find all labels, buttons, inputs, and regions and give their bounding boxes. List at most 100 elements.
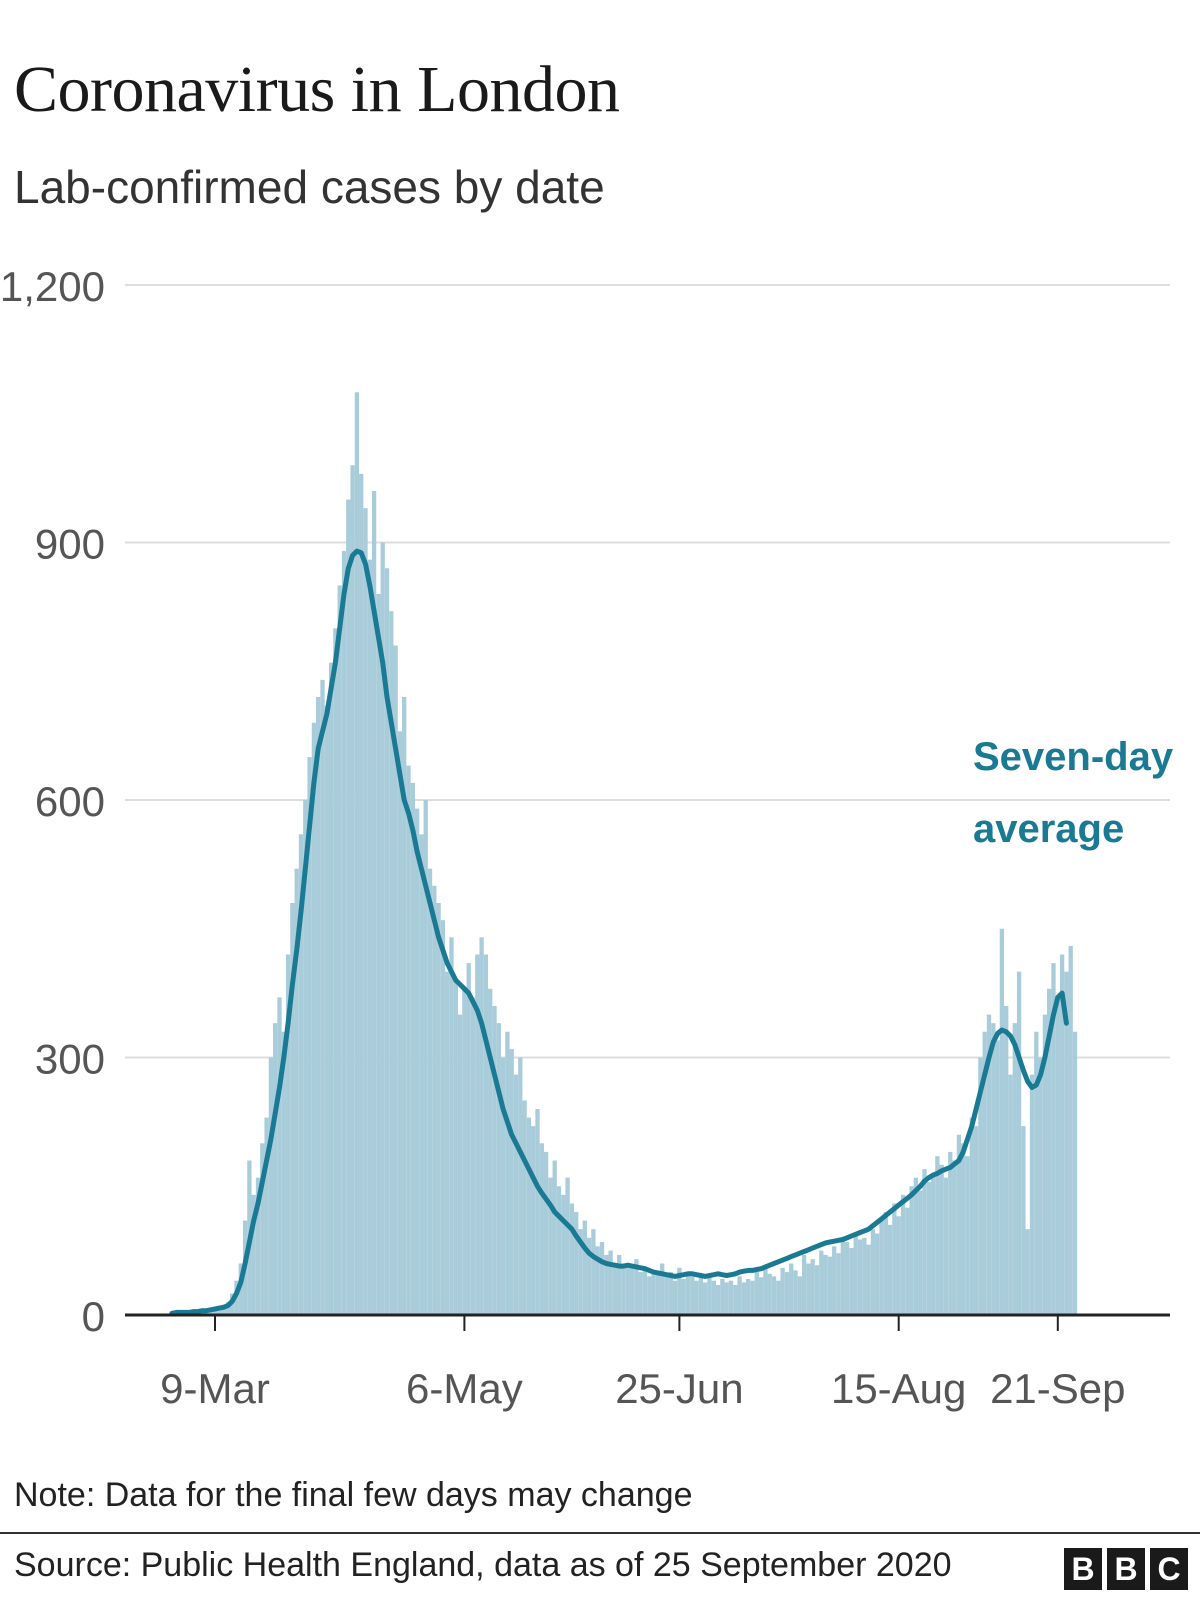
- daily-cases-bar: [1012, 1023, 1017, 1315]
- series-annotation: average: [973, 807, 1124, 851]
- daily-cases-bar: [509, 1048, 514, 1315]
- daily-cases-bar: [1051, 963, 1056, 1315]
- daily-cases-bar: [935, 1156, 940, 1315]
- daily-cases-bar: [625, 1263, 630, 1315]
- daily-cases-bar: [492, 1006, 497, 1315]
- daily-cases-bar: [1064, 971, 1069, 1315]
- daily-cases-bar: [724, 1282, 729, 1315]
- daily-cases-bar: [251, 1194, 256, 1315]
- source-credit: Source: Public Health England, data as o…: [14, 1546, 952, 1584]
- daily-cases-bar: [561, 1194, 566, 1315]
- daily-cases-bar: [320, 679, 325, 1315]
- daily-cases-bar: [483, 954, 489, 1315]
- daily-cases-bar: [763, 1267, 768, 1315]
- daily-cases-bar: [599, 1242, 605, 1315]
- daily-cases-bar: [1004, 1006, 1009, 1315]
- daily-cases-bar: [948, 1151, 953, 1315]
- daily-cases-bar: [440, 920, 446, 1315]
- daily-cases-bar: [1016, 971, 1022, 1315]
- daily-cases-bar: [574, 1212, 579, 1315]
- daily-cases-bar: [801, 1254, 807, 1315]
- daily-cases-bar: [668, 1272, 673, 1315]
- daily-cases-bar: [470, 997, 476, 1315]
- logo-letter: C: [1150, 1548, 1188, 1590]
- daily-cases-bar: [569, 1203, 575, 1315]
- daily-cases-bar: [995, 1040, 1000, 1315]
- daily-cases-bar: [982, 1031, 987, 1315]
- daily-cases-bar: [260, 1143, 265, 1315]
- daily-cases-bar: [681, 1278, 686, 1315]
- daily-cases-bar: [844, 1242, 850, 1315]
- daily-cases-bar: [414, 808, 420, 1315]
- daily-cases-bar: [303, 800, 308, 1315]
- daily-cases-bar: [909, 1186, 914, 1315]
- daily-cases-bar: [518, 1057, 523, 1315]
- daily-cases-bar: [655, 1273, 661, 1315]
- daily-cases-bar: [384, 568, 390, 1315]
- daily-cases-bar: [857, 1239, 863, 1315]
- daily-cases-bar: [488, 988, 493, 1315]
- daily-cases-bar: [505, 1031, 510, 1315]
- daily-cases-bar: [427, 868, 433, 1315]
- daily-cases-bar: [651, 1272, 656, 1315]
- daily-cases-bar: [608, 1250, 613, 1315]
- x-tick-label: 25-Jun: [615, 1365, 743, 1412]
- daily-cases-bar: [991, 1023, 996, 1315]
- daily-cases-bar: [436, 903, 441, 1315]
- daily-cases-bar: [1068, 945, 1073, 1315]
- daily-cases-bar: [432, 885, 437, 1315]
- daily-cases-bar: [780, 1267, 785, 1315]
- daily-cases-bar: [715, 1284, 721, 1315]
- daily-cases-bar: [647, 1276, 652, 1315]
- daily-cases-bar: [479, 937, 484, 1315]
- daily-cases-bar: [819, 1250, 824, 1315]
- daily-cases-bar: [466, 963, 471, 1315]
- daily-cases-bar: [883, 1212, 888, 1315]
- daily-cases-bar: [371, 491, 377, 1315]
- daily-cases-bar: [776, 1280, 781, 1315]
- daily-cases-bar: [784, 1272, 790, 1315]
- daily-cases-bar: [1042, 1014, 1048, 1315]
- daily-cases-bar: [806, 1263, 811, 1315]
- daily-cases-bar: [316, 697, 321, 1315]
- daily-cases-bar: [496, 1023, 501, 1315]
- daily-cases-bar: [324, 705, 329, 1315]
- daily-cases-bar: [750, 1280, 755, 1315]
- daily-cases-bar: [595, 1246, 600, 1315]
- daily-cases-bar: [341, 551, 347, 1315]
- daily-cases-bar: [333, 628, 338, 1315]
- daily-cases-bar: [578, 1229, 583, 1315]
- x-tick-label: 6-May: [406, 1365, 523, 1412]
- daily-cases-bar: [961, 1143, 966, 1315]
- daily-cases-bar: [255, 1177, 261, 1315]
- daily-cases-bar: [703, 1282, 708, 1315]
- daily-cases-bar: [281, 1031, 286, 1315]
- daily-cases-bar: [363, 508, 368, 1316]
- daily-cases-bar: [737, 1276, 742, 1315]
- daily-cases-bar: [849, 1248, 854, 1315]
- daily-cases-bar: [307, 757, 312, 1315]
- daily-cases-bar: [359, 473, 364, 1315]
- bbc-logo: B B C: [1064, 1548, 1188, 1590]
- daily-cases-bar: [290, 903, 295, 1315]
- daily-cases-bar: [629, 1267, 635, 1315]
- daily-cases-bar: [823, 1254, 828, 1315]
- daily-cases-bar: [617, 1254, 622, 1315]
- daily-cases-bar: [212, 1308, 218, 1315]
- x-tick-label: 15-Aug: [831, 1365, 966, 1412]
- daily-cases-bar: [896, 1216, 901, 1315]
- y-tick-label: 600: [35, 778, 105, 825]
- seven-day-average-line: [169, 548, 1069, 1316]
- y-tick-label: 1,200: [0, 263, 105, 310]
- daily-cases-bar: [986, 1014, 992, 1315]
- daily-cases-bar: [913, 1177, 919, 1315]
- footer-divider: [0, 1532, 1200, 1534]
- daily-cases-bar: [677, 1267, 682, 1315]
- daily-cases-bar: [930, 1173, 936, 1315]
- logo-letter: B: [1064, 1548, 1102, 1590]
- daily-cases-bar: [337, 585, 342, 1315]
- daily-cases-bar: [539, 1143, 544, 1315]
- daily-cases-bar: [402, 697, 407, 1315]
- logo-letter: B: [1107, 1548, 1145, 1590]
- daily-cases-bar: [376, 594, 381, 1315]
